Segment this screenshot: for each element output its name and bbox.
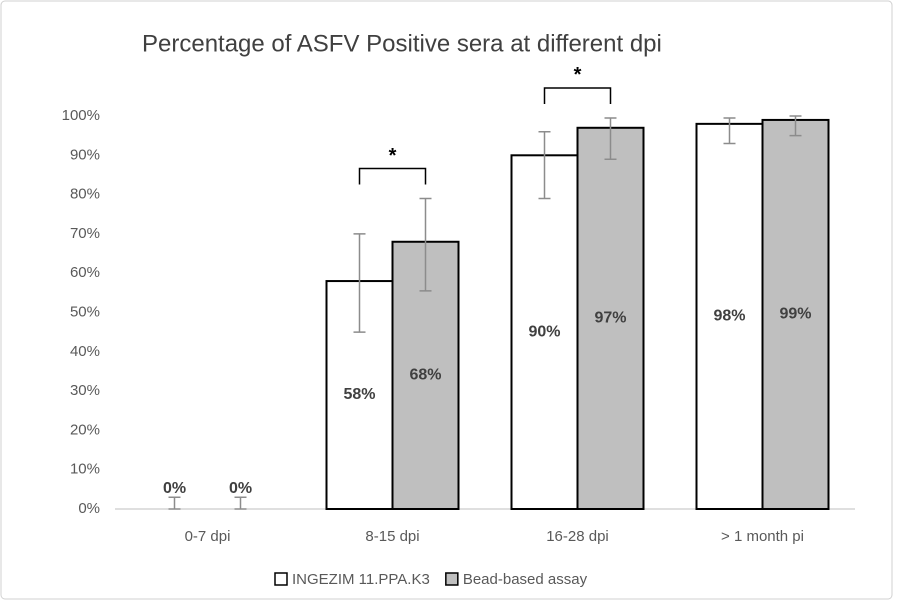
y-tick-label: 80% xyxy=(70,186,100,203)
y-tick-label: 70% xyxy=(70,225,100,242)
error-bar xyxy=(353,233,366,333)
x-tick-label: > 1 month pi xyxy=(721,528,804,545)
x-tick-label: 16-28 dpi xyxy=(546,528,609,545)
data-label: 0% xyxy=(229,480,252,497)
y-tick-label: 50% xyxy=(70,303,100,320)
x-tick-label: 0-7 dpi xyxy=(185,528,231,545)
error-bar xyxy=(168,496,181,510)
x-tick-label: 8-15 dpi xyxy=(365,528,419,545)
error-bar xyxy=(538,130,551,200)
significance-bracket xyxy=(358,167,427,185)
significance-bracket xyxy=(543,87,612,104)
legend-label: INGEZIM 11.PPA.K3 xyxy=(292,571,430,588)
data-label: 58% xyxy=(343,386,375,403)
bar xyxy=(576,126,645,510)
y-tick-label: 90% xyxy=(70,146,100,163)
y-tick-label: 0% xyxy=(78,500,100,517)
error-bar xyxy=(419,197,432,292)
data-label: 90% xyxy=(528,323,560,340)
significance-label: * xyxy=(389,145,397,167)
error-bar xyxy=(723,117,736,145)
chart-title: Percentage of ASFV Positive sera at diff… xyxy=(142,30,662,57)
data-label: 97% xyxy=(594,310,626,327)
bar xyxy=(695,122,764,511)
legend-label: Bead-based assay xyxy=(463,571,588,588)
data-label: 0% xyxy=(163,480,186,497)
legend-swatch xyxy=(274,572,288,586)
y-tick-label: 60% xyxy=(70,264,100,281)
data-label: 99% xyxy=(779,306,811,323)
data-label: 98% xyxy=(713,308,745,325)
y-tick-label: 10% xyxy=(70,461,100,478)
error-bar xyxy=(789,115,802,137)
error-bar xyxy=(234,496,247,510)
y-tick-label: 40% xyxy=(70,343,100,360)
error-bar xyxy=(604,117,617,160)
data-label: 68% xyxy=(409,367,441,384)
y-tick-label: 100% xyxy=(62,107,100,124)
bar xyxy=(510,154,579,511)
y-tick-label: 30% xyxy=(70,382,100,399)
legend-swatch xyxy=(445,572,459,586)
significance-label: * xyxy=(574,64,582,86)
y-tick-label: 20% xyxy=(70,421,100,438)
